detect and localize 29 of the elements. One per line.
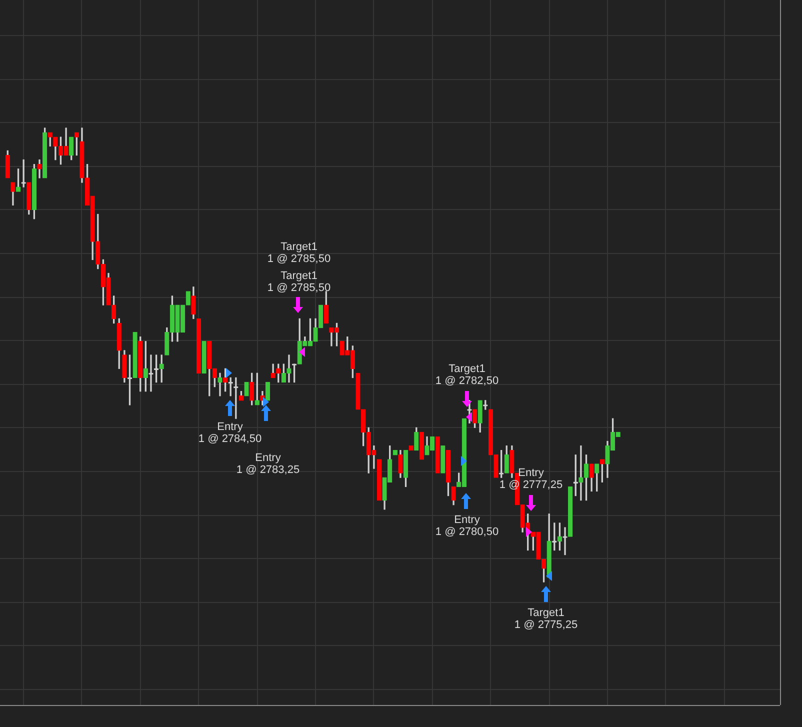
- candlestick: [419, 432, 424, 460]
- annotation: Target1 1 @ 2785,50: [267, 241, 331, 266]
- candlestick: [435, 436, 440, 474]
- candlestick: [398, 450, 403, 478]
- candlestick: [244, 382, 249, 396]
- annotation: Target1 1 @ 2785,50: [267, 270, 331, 294]
- candlestick: [196, 318, 202, 374]
- candlestick: [218, 372, 222, 396]
- candlestick: [80, 128, 84, 183]
- candlestick: [568, 486, 573, 537]
- candlestick: [510, 445, 514, 478]
- candlestick: [10, 182, 16, 206]
- candlestick: [132, 332, 138, 378]
- candlestick: [376, 459, 382, 501]
- candlestick: [202, 341, 206, 374]
- annotation: Entry 1 @ 2780,50: [435, 514, 499, 538]
- annotation: Entry 1 @ 2784,50: [198, 421, 262, 446]
- annotation: Entry 1 @ 2783,25: [236, 452, 300, 476]
- candlestick: [37, 159, 42, 178]
- candlestick: [440, 445, 446, 474]
- candlestick: [191, 286, 196, 320]
- annotation: Target1 1 @ 2782,50: [435, 363, 499, 388]
- candlestick: [186, 291, 190, 306]
- candlestick: [408, 445, 414, 451]
- candlestick: [265, 382, 270, 401]
- text: Target1 1 @ 2775,25: [514, 607, 578, 632]
- candlestick: [451, 486, 456, 506]
- candlestick: [356, 372, 360, 410]
- candlestick: [589, 464, 594, 492]
